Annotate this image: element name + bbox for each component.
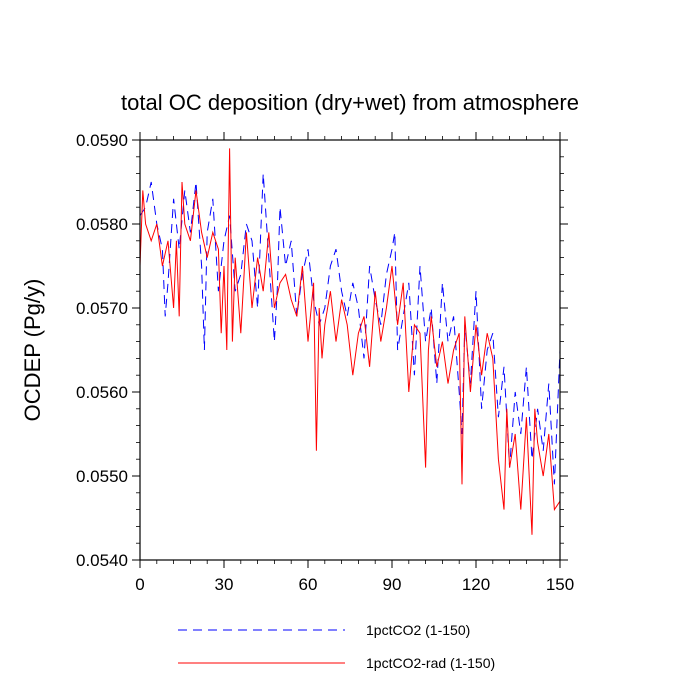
x-tick-label: 60 xyxy=(299,575,318,594)
x-tick-label: 0 xyxy=(135,575,144,594)
chart-title: total OC deposition (dry+wet) from atmos… xyxy=(121,90,579,115)
legend: 1pctCO2 (1-150) 1pctCO2-rad (1-150) xyxy=(178,622,495,671)
legend-label-2: 1pctCO2-rad (1-150) xyxy=(366,655,495,671)
x-tick-label: 30 xyxy=(215,575,234,594)
ticks-layer: 0 30 60 90 120 150 0.0540 0.0550 0.0560 0.0570 0.0… xyxy=(76,131,574,594)
y-tick-label: 0.0540 xyxy=(76,551,128,570)
y-tick-label: 0.0590 xyxy=(76,131,128,150)
y-tick-label: 0.0550 xyxy=(76,467,128,486)
y-tick-label: 0.0570 xyxy=(76,299,128,318)
series-line-1 xyxy=(139,173,561,485)
legend-label-1: 1pctCO2 (1-150) xyxy=(366,622,470,638)
y-axis-label: OCDEP (Pg/y) xyxy=(20,279,45,422)
y-tick-label: 0.0560 xyxy=(76,383,128,402)
x-tick-label: 150 xyxy=(546,575,574,594)
x-tick-label: 90 xyxy=(383,575,402,594)
x-tick-label: 120 xyxy=(462,575,490,594)
plot-frame xyxy=(139,139,561,561)
series-line-2 xyxy=(139,148,561,535)
series-layer xyxy=(139,148,561,535)
y-tick-label: 0.0580 xyxy=(76,215,128,234)
